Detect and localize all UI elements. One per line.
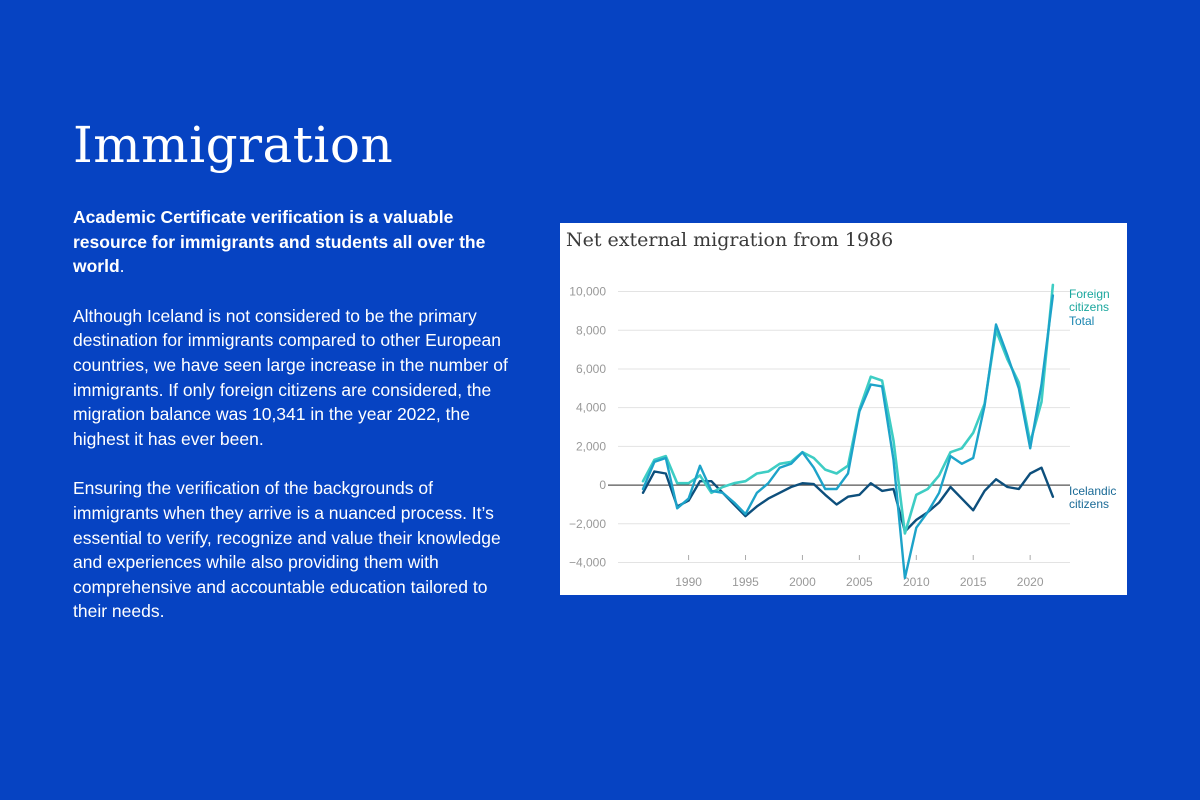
y-tick-label: 6,000: [576, 362, 606, 376]
y-axis-ticks: 10,000 8,000 6,000 4,000 2,000 0 −2,000 −4,000: [569, 285, 606, 570]
series-label-foreign: citizens: [1069, 300, 1109, 314]
paragraph-verification: Ensuring the verification of the backgro…: [73, 478, 501, 622]
lead-paragraph: Academic Certificate verification is a v…: [73, 205, 513, 279]
series-label-icelandic: citizens: [1069, 497, 1109, 511]
y-tick-label: 8,000: [576, 323, 606, 337]
x-tick-label: 2005: [846, 575, 873, 589]
series-line-total: [641, 294, 1055, 580]
page-title: Immigration: [73, 116, 394, 174]
x-tick-label: 1995: [732, 575, 759, 589]
y-tick-label: 4,000: [576, 401, 606, 415]
series-layer: [641, 283, 1055, 580]
x-axis-ticks: 1990 1995 2000 2005 2010 2015 2020: [675, 555, 1044, 589]
x-tick-label: 2020: [1017, 575, 1044, 589]
paragraph-iceland: Although Iceland is not considered to be…: [73, 305, 508, 449]
series-label-foreign: Foreign: [1069, 287, 1110, 301]
y-tick-label: −2,000: [569, 517, 606, 531]
body-text: Academic Certificate verification is a v…: [73, 205, 513, 649]
x-tick-label: 2000: [789, 575, 816, 589]
series-label-icelandic: Icelandic: [1069, 484, 1116, 498]
chart-card: 10,000 8,000 6,000 4,000 2,000 0 −2,000 −4,000 …: [560, 223, 1127, 595]
series-label-total: Total: [1069, 314, 1094, 328]
grid-layer: [608, 291, 1070, 564]
migration-chart: 10,0008,0006,0004,0002,0000−2,000−4,000 …: [569, 283, 1116, 589]
lead-end: .: [119, 256, 125, 277]
lead-text: Academic Certificate verification is a v…: [73, 207, 486, 277]
x-tick-label: 2015: [960, 575, 987, 589]
x-tick-label: 2010: [903, 575, 930, 589]
x-tick-label: 1990: [675, 575, 702, 589]
chart-title: Net external migration from 1986: [566, 229, 894, 251]
y-tick-label: 2,000: [576, 439, 606, 453]
series-line-icelandic: [641, 466, 1055, 533]
y-tick-label: 10,000: [569, 285, 606, 299]
y-tick-label: −4,000: [569, 556, 606, 570]
y-tick-label: 0: [599, 478, 606, 492]
